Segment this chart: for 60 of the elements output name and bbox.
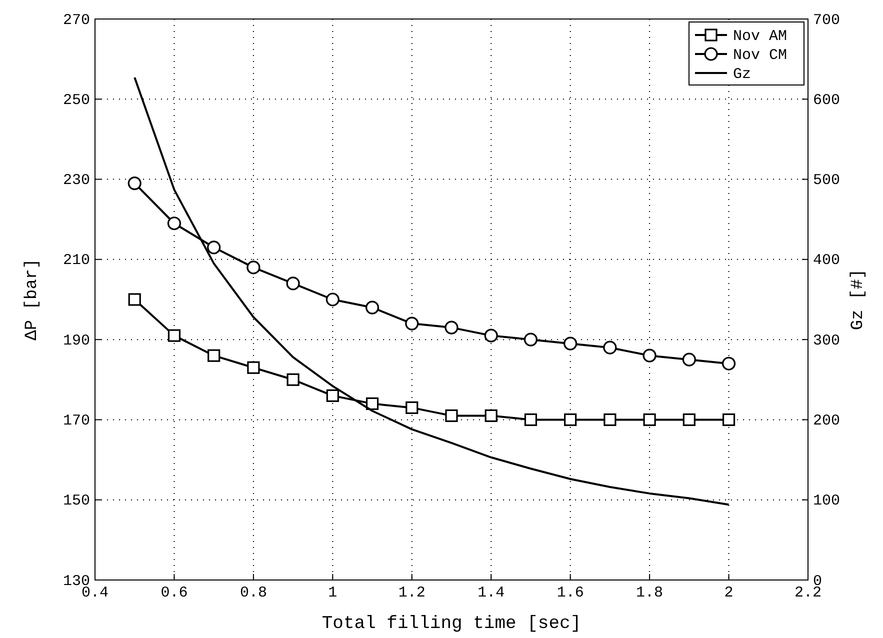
x-axis-title: Total filling time [sec]	[322, 614, 582, 634]
legend-label: Gz	[733, 66, 752, 83]
point	[444, 320, 458, 334]
point	[722, 413, 736, 426]
x-tick-label: 1.8	[636, 584, 664, 602]
x-tick-label: 1	[328, 584, 338, 602]
y-tick-label: 190	[62, 332, 90, 350]
point	[365, 300, 380, 314]
y-axis-title: ΔP [bar]	[23, 258, 42, 340]
y-tick-label: 230	[62, 172, 90, 190]
y2-tick-label: 700	[813, 12, 840, 29]
point	[128, 176, 142, 190]
y-tick-label: 150	[62, 492, 90, 510]
y2-tick-label: 100	[813, 492, 840, 510]
point	[286, 373, 300, 386]
y2-tick-label: 600	[813, 92, 840, 109]
x-tick-label: 1.4	[478, 584, 505, 602]
x-tick-label: 2	[724, 584, 734, 602]
y2-tick-label: 400	[813, 252, 840, 270]
point	[682, 413, 696, 426]
y-tick-label: 270	[62, 12, 90, 29]
legend-label: Nov AM	[733, 28, 788, 45]
point	[246, 260, 260, 274]
y2-tick-label: 500	[813, 172, 840, 190]
point	[247, 361, 260, 374]
point	[642, 348, 656, 362]
point	[326, 389, 339, 402]
point	[722, 356, 736, 370]
y2-tick-label: 300	[813, 332, 840, 350]
point	[484, 328, 498, 342]
point	[167, 216, 182, 230]
point	[564, 336, 578, 350]
x-tick-label: 0.6	[160, 584, 188, 602]
x-tick-label: 1.2	[398, 584, 426, 602]
point	[643, 413, 656, 426]
point	[564, 413, 577, 426]
legend-label: Nov CM	[733, 47, 788, 64]
point	[208, 349, 220, 362]
point	[603, 340, 617, 354]
point	[366, 397, 379, 410]
point	[524, 332, 538, 346]
point	[207, 240, 221, 254]
point	[128, 293, 141, 306]
point	[405, 316, 419, 330]
x-tick-label: 0.8	[240, 584, 267, 602]
point	[604, 413, 616, 426]
point	[682, 352, 696, 366]
point	[484, 409, 498, 422]
point	[326, 292, 340, 306]
y2-tick-label: 200	[813, 412, 840, 430]
point	[524, 413, 538, 426]
x-tick-label: 1.6	[556, 584, 584, 602]
point	[286, 276, 300, 290]
point	[445, 409, 458, 422]
point	[168, 329, 181, 342]
y-tick-label: 210	[62, 252, 90, 270]
y-tick-label: 170	[62, 412, 90, 430]
y2-axis-title: Gz [#]	[849, 268, 868, 330]
point	[406, 401, 418, 414]
y-tick-label: 250	[62, 92, 90, 109]
